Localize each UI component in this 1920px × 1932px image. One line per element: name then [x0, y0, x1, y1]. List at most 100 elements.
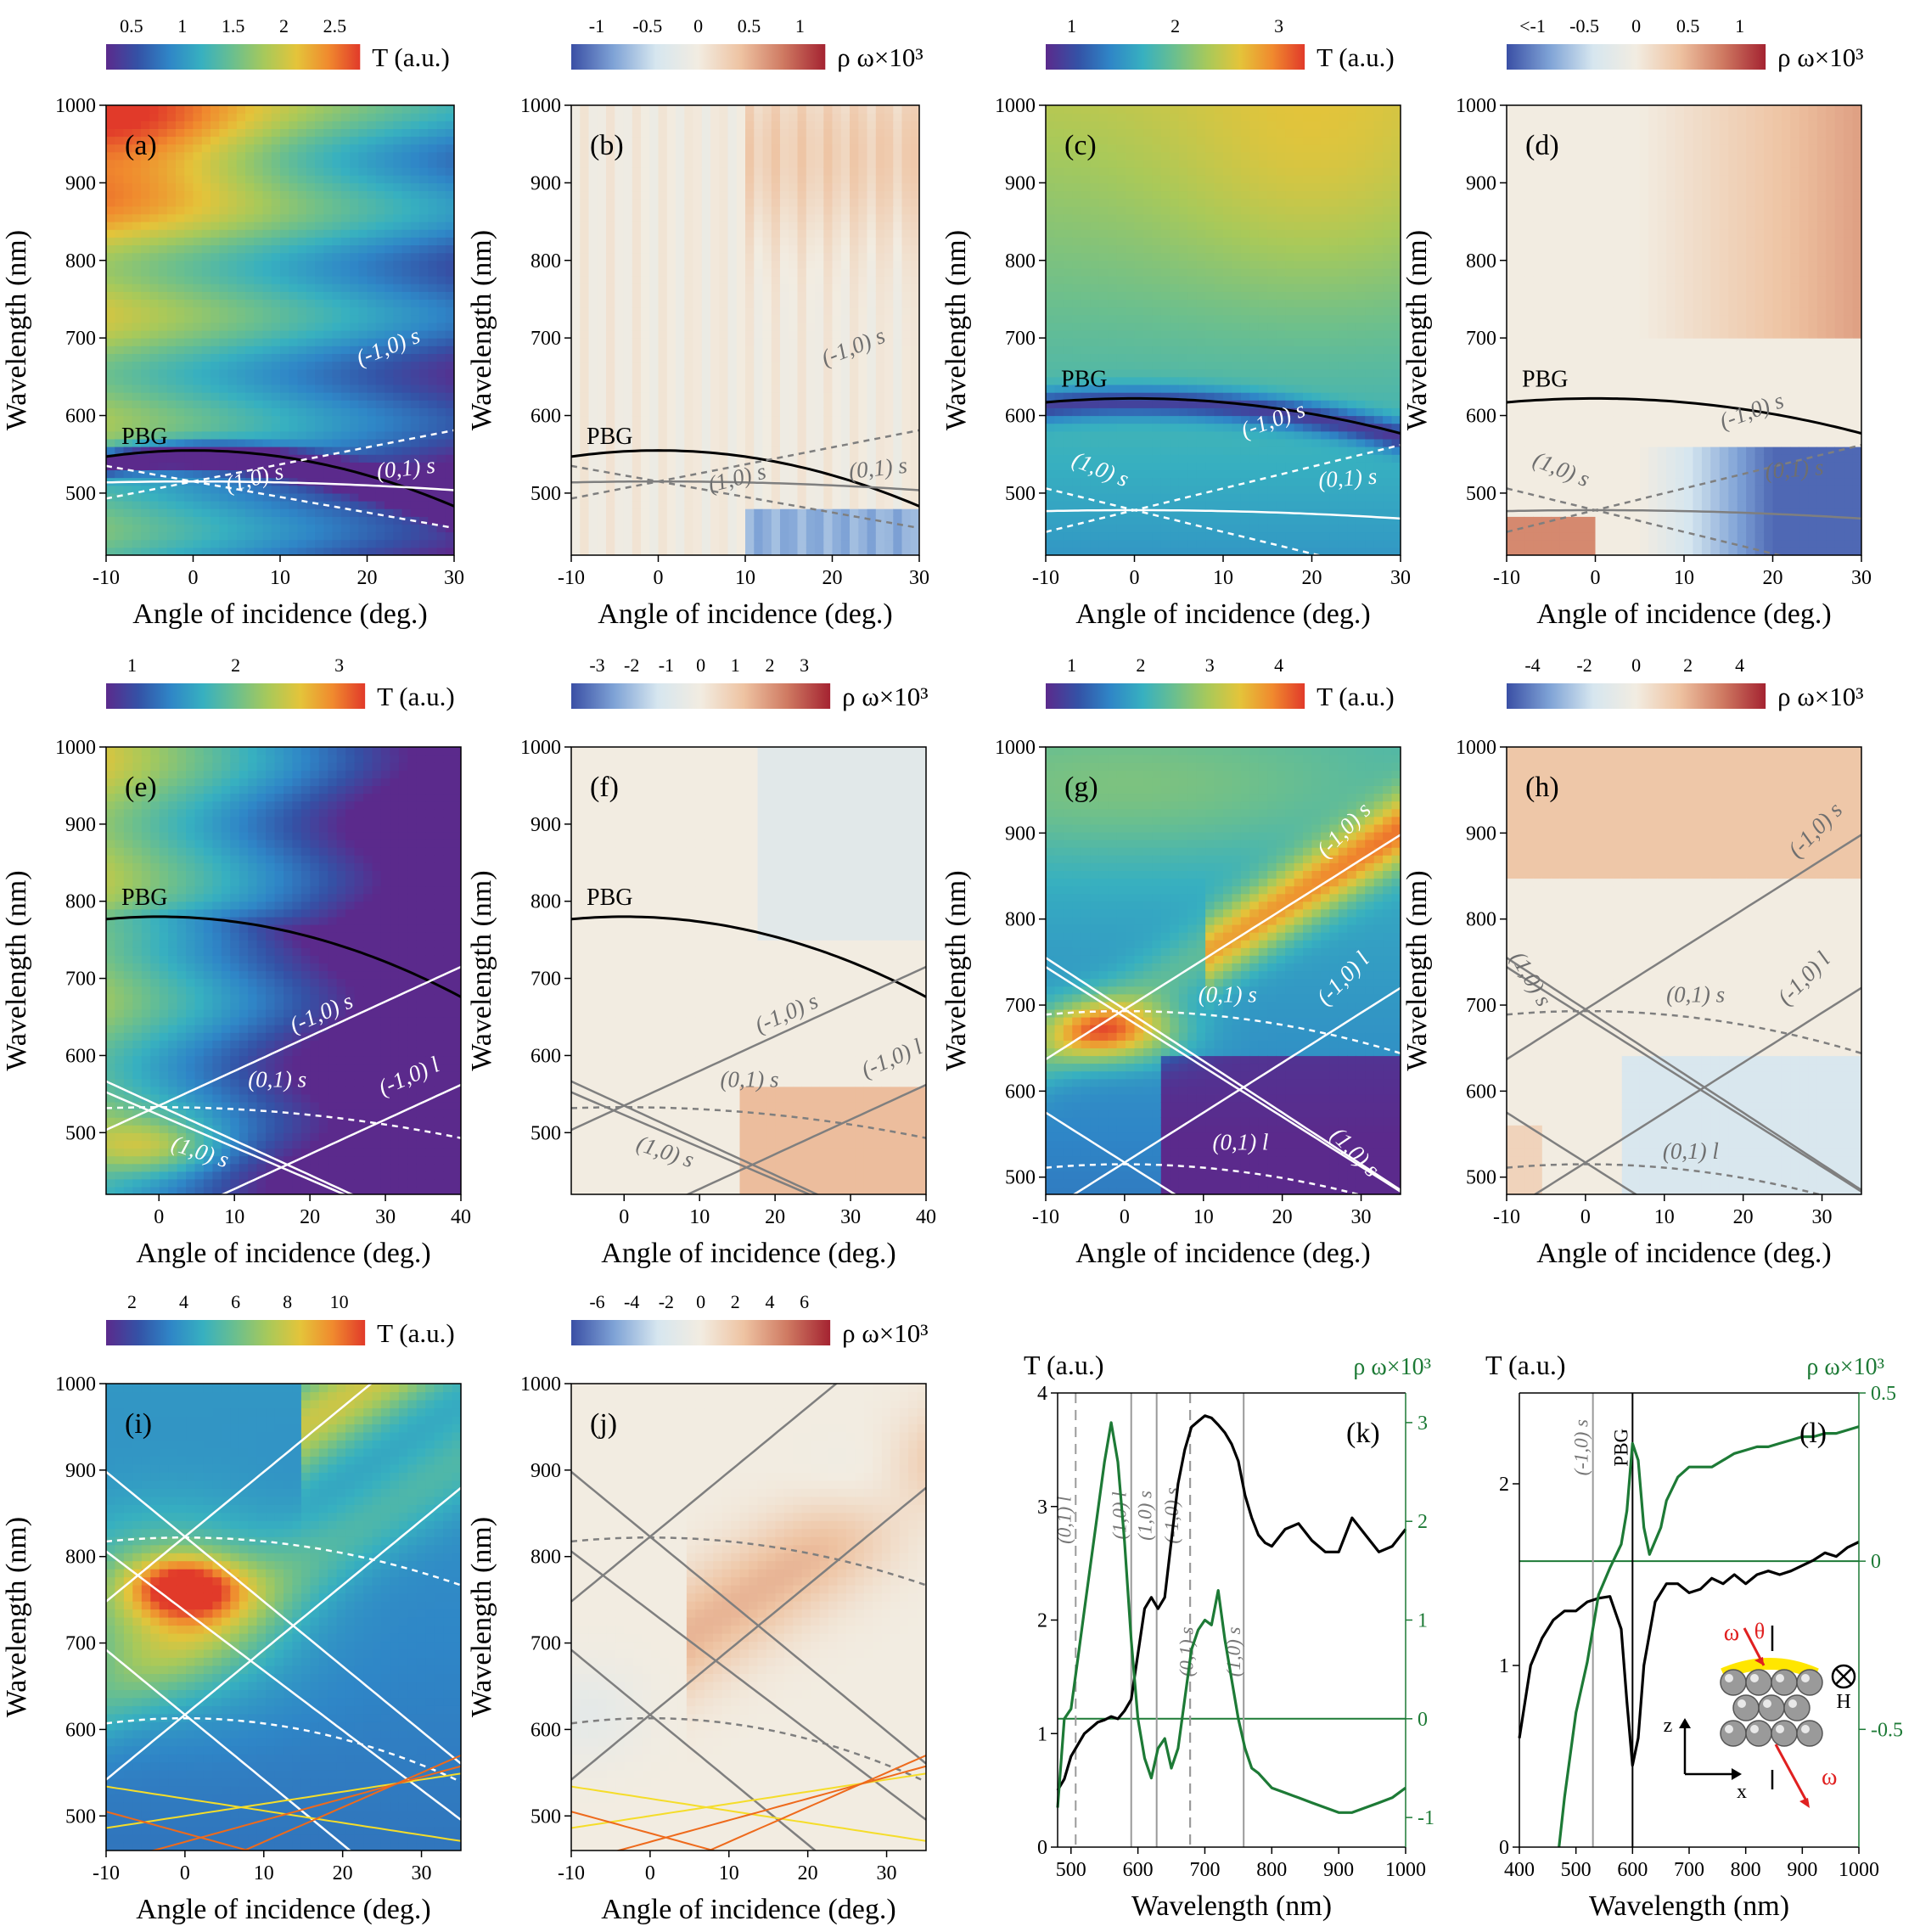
- heat-cell: [211, 469, 220, 479]
- heat-cell: [1054, 338, 1064, 346]
- heat-cell: [780, 361, 789, 370]
- y-tick-label: 700: [531, 328, 561, 350]
- heat-cell: [649, 462, 660, 470]
- heat-cell: [832, 190, 842, 199]
- heat-cell: [254, 524, 264, 533]
- heat-cell: [166, 252, 177, 261]
- heat-cell: [1063, 376, 1073, 385]
- heat-cell: [676, 469, 685, 479]
- heat-cell: [280, 267, 289, 277]
- heat-cell: [419, 136, 429, 145]
- heat-cell: [710, 160, 720, 168]
- heat-cell: [754, 190, 764, 199]
- heat-cell: [393, 376, 403, 385]
- heat-cell: [693, 539, 703, 548]
- heat-cell: [815, 407, 824, 417]
- heat-cell: [789, 167, 799, 176]
- heat-cell: [850, 222, 859, 230]
- heat-cell: [158, 121, 168, 129]
- heat-cell: [132, 237, 142, 245]
- heat-cell: [385, 407, 394, 417]
- heat-cell: [245, 345, 255, 354]
- heat-cell: [676, 143, 685, 153]
- heat-cell: [375, 392, 385, 401]
- heat-cell: [615, 539, 625, 548]
- heat-cell: [867, 143, 877, 153]
- heat-cell: [158, 400, 168, 408]
- heat-cell: [340, 175, 351, 183]
- heat-cell: [710, 213, 720, 222]
- heat-cell: [875, 438, 885, 447]
- heat-cell: [350, 508, 359, 517]
- heat-cell: [211, 423, 220, 432]
- heat-cell: [1054, 229, 1064, 238]
- heat-cell: [385, 213, 394, 222]
- heat-cell: [754, 198, 764, 207]
- heat-cell: [571, 407, 581, 417]
- heat-cell: [606, 183, 615, 192]
- heat-cell: [393, 252, 403, 261]
- heat-cell: [445, 539, 454, 548]
- heat-cell: [201, 392, 211, 401]
- heat-cell: [262, 190, 272, 199]
- heat-cell: [149, 415, 160, 424]
- heat-cell: [358, 136, 368, 145]
- heat-cell: [227, 423, 238, 432]
- heat-cell: [789, 222, 799, 230]
- heat-cell: [315, 143, 324, 153]
- heat-cell: [123, 143, 133, 153]
- heat-cell: [797, 330, 807, 339]
- heat-cell: [641, 314, 650, 323]
- heat-cell: [227, 430, 238, 440]
- heat-cell: [115, 237, 125, 245]
- heat-cell: [806, 492, 816, 502]
- heat-cell: [315, 547, 324, 555]
- heat-cell: [271, 508, 281, 517]
- heat-cell: [166, 462, 177, 470]
- heat-cell: [141, 198, 150, 207]
- heat-cell: [184, 244, 194, 254]
- heat-cell: [815, 469, 824, 479]
- heat-cell: [166, 531, 177, 541]
- heat-cell: [184, 516, 194, 525]
- heat-cell: [262, 492, 272, 502]
- heat-cell: [340, 284, 351, 292]
- heat-cell: [884, 299, 894, 308]
- heat-cell: [271, 385, 281, 393]
- heat-cell: [710, 485, 720, 494]
- heat-cell: [306, 143, 316, 153]
- heat-cell: [158, 338, 168, 346]
- heat-cell: [393, 260, 403, 269]
- heat-cell: [367, 143, 377, 153]
- heat-cell: [166, 423, 177, 432]
- heat-cell: [858, 547, 868, 555]
- heat-cell: [141, 338, 150, 346]
- heat-cell: [727, 485, 738, 494]
- heat-cell: [385, 306, 394, 316]
- heat-cell: [401, 314, 412, 323]
- heat-cell: [710, 415, 720, 424]
- heat-cell: [867, 485, 877, 494]
- heat-cell: [193, 462, 203, 470]
- heat-cell: [358, 213, 368, 222]
- heat-cell: [658, 345, 668, 354]
- heat-cell: [149, 516, 160, 525]
- heat-cell: [710, 438, 720, 447]
- heat-cell: [745, 222, 755, 230]
- heat-cell: [858, 143, 868, 153]
- heat-cell: [727, 392, 738, 401]
- heat-cell: [323, 430, 334, 440]
- heat-cell: [806, 128, 816, 138]
- heat-cell: [149, 260, 160, 269]
- heat-cell: [719, 361, 729, 370]
- heat-cell: [623, 213, 633, 222]
- heat-cell: [166, 407, 177, 417]
- heat-cell: [762, 306, 772, 316]
- heat-cell: [419, 198, 429, 207]
- heat-cell: [445, 252, 454, 261]
- heat-cell: [132, 183, 142, 192]
- heat-cell: [580, 547, 590, 555]
- heat-cell: [676, 205, 685, 215]
- heat-cell: [219, 516, 229, 525]
- heat-cell: [606, 306, 615, 316]
